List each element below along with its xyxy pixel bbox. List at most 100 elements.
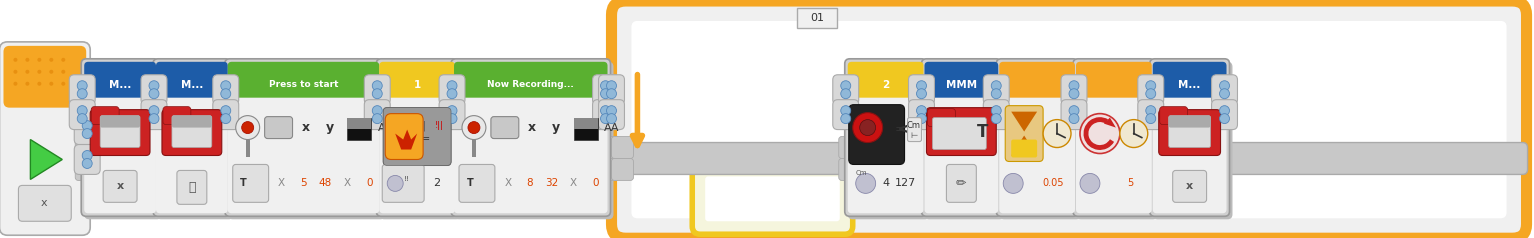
FancyBboxPatch shape xyxy=(172,116,212,148)
Circle shape xyxy=(77,106,87,116)
FancyBboxPatch shape xyxy=(84,98,156,213)
Text: 🗑: 🗑 xyxy=(189,181,196,194)
Text: x: x xyxy=(1186,181,1193,191)
FancyBboxPatch shape xyxy=(141,100,167,129)
Circle shape xyxy=(916,81,927,91)
Circle shape xyxy=(841,81,851,91)
Text: y: y xyxy=(552,121,560,134)
FancyBboxPatch shape xyxy=(1172,170,1207,202)
FancyBboxPatch shape xyxy=(933,118,986,149)
Circle shape xyxy=(991,81,1002,91)
Text: !||: !|| xyxy=(434,121,443,130)
FancyBboxPatch shape xyxy=(839,159,861,180)
FancyBboxPatch shape xyxy=(147,159,169,180)
FancyBboxPatch shape xyxy=(213,100,239,129)
FancyBboxPatch shape xyxy=(1144,137,1166,159)
Circle shape xyxy=(221,106,230,116)
FancyBboxPatch shape xyxy=(999,62,1075,108)
Text: Now Recording...: Now Recording... xyxy=(488,80,574,89)
Circle shape xyxy=(37,58,41,62)
Circle shape xyxy=(149,89,160,99)
FancyBboxPatch shape xyxy=(848,98,923,213)
FancyBboxPatch shape xyxy=(376,59,459,216)
Circle shape xyxy=(446,81,457,91)
FancyBboxPatch shape xyxy=(364,75,390,105)
FancyBboxPatch shape xyxy=(69,75,95,105)
FancyBboxPatch shape xyxy=(451,59,611,216)
FancyBboxPatch shape xyxy=(3,46,86,108)
FancyBboxPatch shape xyxy=(213,75,239,105)
Bar xyxy=(796,8,836,28)
FancyBboxPatch shape xyxy=(153,59,230,216)
FancyBboxPatch shape xyxy=(176,170,207,204)
FancyBboxPatch shape xyxy=(439,75,465,105)
FancyBboxPatch shape xyxy=(233,159,255,180)
FancyBboxPatch shape xyxy=(1150,59,1229,216)
Circle shape xyxy=(387,175,403,191)
Text: 5: 5 xyxy=(301,178,307,188)
FancyBboxPatch shape xyxy=(592,100,618,129)
Circle shape xyxy=(14,58,17,62)
Circle shape xyxy=(1080,114,1120,154)
FancyBboxPatch shape xyxy=(75,159,97,180)
FancyBboxPatch shape xyxy=(930,159,951,180)
Circle shape xyxy=(26,82,29,86)
Circle shape xyxy=(600,81,611,91)
FancyBboxPatch shape xyxy=(706,176,839,221)
Circle shape xyxy=(1003,174,1023,193)
Circle shape xyxy=(600,89,611,99)
Polygon shape xyxy=(1104,118,1115,128)
Circle shape xyxy=(856,174,876,193)
FancyBboxPatch shape xyxy=(161,137,183,159)
Circle shape xyxy=(1220,89,1229,99)
Text: x: x xyxy=(117,181,124,191)
FancyBboxPatch shape xyxy=(833,100,859,129)
Bar xyxy=(245,139,250,158)
Text: <: < xyxy=(897,120,914,139)
Text: 0.05: 0.05 xyxy=(1042,178,1063,188)
FancyBboxPatch shape xyxy=(1144,159,1166,180)
FancyBboxPatch shape xyxy=(928,109,956,127)
Text: 2: 2 xyxy=(882,80,890,90)
Circle shape xyxy=(373,89,382,99)
FancyBboxPatch shape xyxy=(69,100,95,129)
FancyBboxPatch shape xyxy=(100,116,140,148)
Text: T: T xyxy=(977,123,988,141)
FancyBboxPatch shape xyxy=(379,98,456,213)
FancyBboxPatch shape xyxy=(454,98,607,213)
Bar xyxy=(347,118,371,139)
FancyBboxPatch shape xyxy=(1152,62,1227,108)
Circle shape xyxy=(462,116,486,139)
Bar xyxy=(472,139,476,158)
Circle shape xyxy=(26,70,29,74)
Circle shape xyxy=(1220,106,1229,116)
Text: =: = xyxy=(894,123,905,136)
FancyBboxPatch shape xyxy=(156,98,227,213)
Circle shape xyxy=(77,114,87,124)
FancyBboxPatch shape xyxy=(1075,62,1152,108)
FancyBboxPatch shape xyxy=(3,143,1528,174)
FancyBboxPatch shape xyxy=(991,159,1012,180)
FancyBboxPatch shape xyxy=(592,75,618,105)
Text: MMM: MMM xyxy=(946,80,977,90)
Text: 32: 32 xyxy=(545,178,558,188)
Text: y: y xyxy=(325,121,333,134)
FancyBboxPatch shape xyxy=(1081,137,1103,159)
FancyBboxPatch shape xyxy=(845,59,927,216)
FancyBboxPatch shape xyxy=(1068,159,1089,180)
Circle shape xyxy=(606,81,617,91)
FancyBboxPatch shape xyxy=(848,62,930,219)
Text: 0: 0 xyxy=(367,178,373,188)
FancyBboxPatch shape xyxy=(1169,116,1210,148)
Circle shape xyxy=(446,106,457,116)
FancyBboxPatch shape xyxy=(384,159,407,180)
Circle shape xyxy=(83,121,92,131)
FancyBboxPatch shape xyxy=(379,62,456,108)
Circle shape xyxy=(83,159,92,169)
Circle shape xyxy=(83,150,92,160)
Circle shape xyxy=(1120,120,1147,148)
FancyBboxPatch shape xyxy=(103,170,137,202)
Circle shape xyxy=(606,106,617,116)
Circle shape xyxy=(149,81,160,91)
FancyBboxPatch shape xyxy=(1072,59,1155,216)
